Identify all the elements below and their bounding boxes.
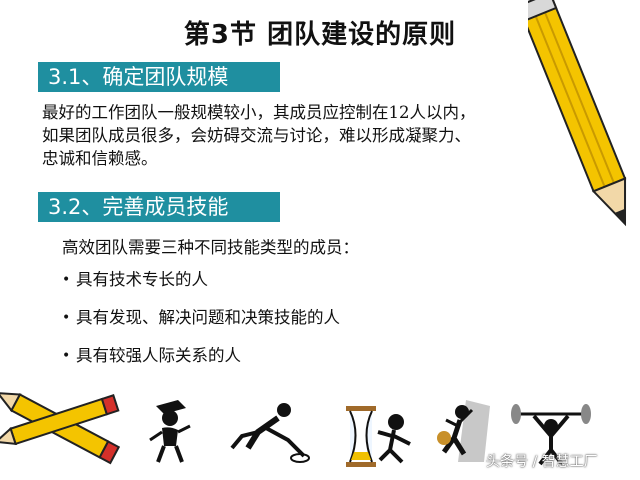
hourglass-figure-icon [346,406,411,467]
page-title: 第3节 团队建设的原则 [183,20,457,50]
list-item: • 具有技术专长的人 [62,270,208,289]
watermark: 头条号 / 智慧工厂 [486,454,598,470]
skills-list: • 具有技术专长的人 • 具有发现、解决问题和决策技能的人 • 具有较强人际关系的人 [62,270,340,384]
paragraph-line: 最好的工作团队一般规模较小，其成员应控制在12人以内， [42,103,476,122]
skills-intro: 高效团队需要三种不同技能类型的成员： [62,238,359,257]
list-item: • 具有较强人际关系的人 [62,346,241,365]
team-size-paragraph: 最好的工作团队一般规模较小，其成员应控制在12人以内， 如果团队成员很多，会妨碍… [42,101,602,170]
bullet-icon: • [62,348,71,364]
bullet-icon: • [62,310,71,326]
section-heading-member-skills: 3.2、完善成员技能 [38,192,280,222]
paragraph-line: 如果团队成员很多，会妨碍交流与讨论，难以形成凝聚力、 [42,126,471,145]
weightlifter-figure-icon [511,404,591,466]
pencil-icon [528,0,627,227]
section-heading-team-size: 3.1、确定团队规模 [38,62,280,92]
list-item: • 具有发现、解决问题和决策技能的人 [62,308,340,327]
climber-figure-icon [437,400,490,462]
pencil-icon [0,391,121,465]
graduate-figure-icon [149,400,191,463]
bullet-icon: • [62,272,71,288]
runner-figure-icon [230,403,310,463]
paragraph-line: 忠诚和信赖感。 [42,149,158,168]
